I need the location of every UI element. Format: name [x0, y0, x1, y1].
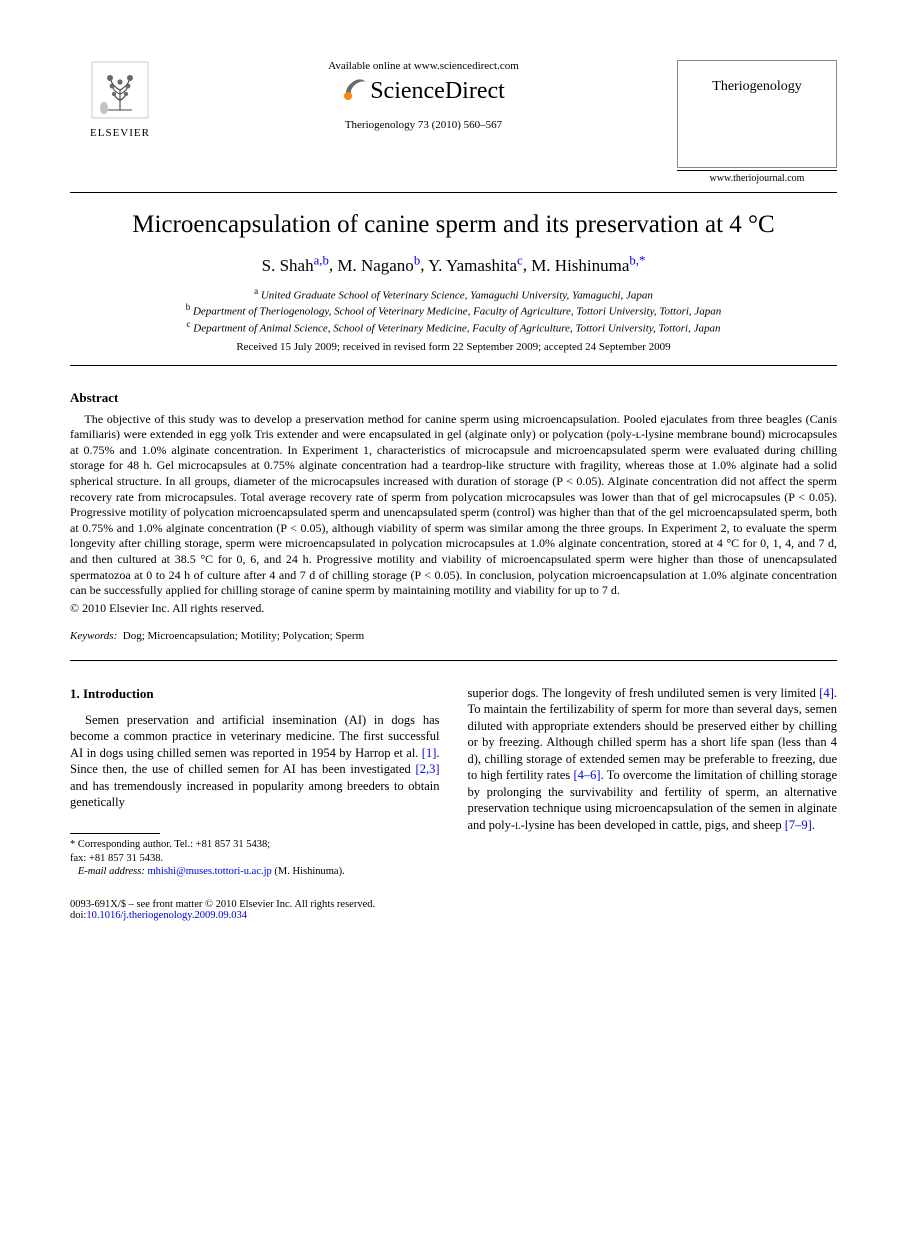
keywords-line: Keywords: Dog; Microencapsulation; Motil…: [70, 630, 837, 642]
journal-name: Theriogenology: [712, 79, 801, 94]
affiliation: c Department of Animal Science, School o…: [70, 319, 837, 335]
journal-cover: Theriogenology: [677, 60, 837, 168]
intro-paragraph-cont: superior dogs. The longevity of fresh un…: [468, 685, 838, 834]
keywords-label: Keywords:: [70, 630, 117, 642]
citation-line: Theriogenology 73 (2010) 560–567: [180, 119, 667, 131]
body-columns: 1. Introduction Semen preservation and a…: [70, 685, 837, 879]
issn-line: 0093-691X/$ – see front matter © 2010 El…: [70, 899, 837, 910]
author-aff-link[interactable]: a,b: [314, 253, 329, 267]
footnote-rule: [70, 833, 160, 834]
elsevier-tree-icon: [90, 60, 150, 120]
available-online-text: Available online at www.sciencedirect.co…: [180, 60, 667, 72]
email-link[interactable]: mhishi@muses.tottori-u.ac.jp: [147, 866, 271, 877]
keywords-values: Dog; Microencapsulation; Motility; Polyc…: [123, 630, 364, 642]
doi-link[interactable]: 10.1016/j.theriogenology.2009.09.034: [86, 910, 247, 921]
email-who: (M. Hishinuma).: [274, 866, 344, 877]
rule-bottom: [70, 365, 837, 366]
author-aff-link[interactable]: c: [517, 253, 523, 267]
corresponding-author-link[interactable]: *: [639, 253, 645, 267]
sd-brand-text: ScienceDirect: [370, 78, 505, 104]
article-title: Microencapsulation of canine sperm and i…: [70, 211, 837, 239]
corresponding-footnote: * Corresponding author. Tel.: +81 857 31…: [70, 838, 440, 879]
doi-line: doi:10.1016/j.theriogenology.2009.09.034: [70, 910, 837, 921]
sd-swoosh-icon: [342, 76, 368, 109]
citation-link[interactable]: [7–9]: [785, 818, 812, 832]
introduction-heading: 1. Introduction: [70, 685, 440, 702]
rule-top: [70, 192, 837, 193]
corr-fax: fax: +81 857 31 5438.: [70, 852, 440, 866]
sciencedirect-logo: ScienceDirect: [180, 76, 667, 109]
author-line: S. Shaha,b, M. Naganob, Y. Yamashitac, M…: [70, 253, 837, 276]
publisher-block: ELSEVIER: [70, 60, 170, 139]
author: Y. Yamashitac: [428, 256, 523, 275]
email-label: E-mail address:: [78, 866, 145, 877]
copyright-line: © 2010 Elsevier Inc. All rights reserved…: [70, 601, 837, 616]
author: S. Shaha,b: [262, 256, 329, 275]
header-center: Available online at www.sciencedirect.co…: [170, 60, 677, 131]
citation-link[interactable]: [2,3]: [416, 762, 440, 776]
affiliation: a United Graduate School of Veterinary S…: [70, 286, 837, 302]
corr-email-line: E-mail address: mhishi@muses.tottori-u.a…: [70, 865, 440, 879]
affiliation: b Department of Theriogenology, School o…: [70, 302, 837, 318]
corr-tel: * Corresponding author. Tel.: +81 857 31…: [70, 838, 440, 852]
right-column: superior dogs. The longevity of fresh un…: [468, 685, 838, 879]
paper-page: ELSEVIER Available online at www.science…: [0, 0, 907, 961]
citation-link[interactable]: [4–6]: [573, 768, 600, 782]
publisher-name: ELSEVIER: [70, 127, 170, 139]
article-dates: Received 15 July 2009; received in revis…: [70, 341, 837, 353]
author-aff-link[interactable]: b,: [629, 253, 639, 267]
author-aff-link[interactable]: b: [414, 253, 420, 267]
header-row: ELSEVIER Available online at www.science…: [70, 60, 837, 184]
intro-paragraph: Semen preservation and artificial insemi…: [70, 712, 440, 811]
journal-url[interactable]: www.theriojournal.com: [677, 170, 837, 184]
abstract-text: The objective of this study was to devel…: [70, 412, 837, 599]
left-column: 1. Introduction Semen preservation and a…: [70, 685, 440, 879]
abstract-heading: Abstract: [70, 390, 837, 406]
rule-keywords: [70, 660, 837, 661]
journal-block: Theriogenology www.theriojournal.com: [677, 60, 837, 184]
author: M. Naganob: [337, 256, 420, 275]
citation-link[interactable]: [1]: [422, 746, 437, 760]
citation-link[interactable]: [4]: [819, 686, 834, 700]
page-footer: 0093-691X/$ – see front matter © 2010 El…: [70, 899, 837, 921]
author: M. Hishinumab,*: [531, 256, 645, 275]
